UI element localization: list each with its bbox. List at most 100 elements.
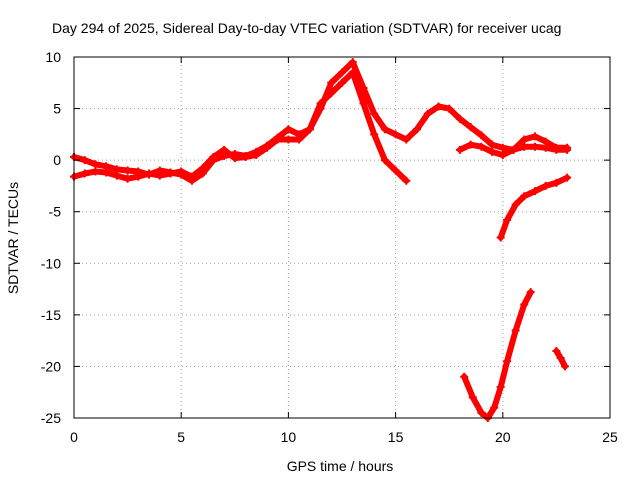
data-point (123, 166, 132, 175)
plot-frame (73, 56, 611, 419)
data-point (102, 168, 111, 177)
data-point (496, 233, 505, 242)
y-tick-label: -10 (41, 255, 61, 271)
x-tick-label: 25 (602, 429, 618, 445)
data-point (305, 125, 314, 134)
chart-title: Day 294 of 2025, Sidereal Day-to-day VTE… (52, 20, 561, 36)
data-point (380, 125, 389, 134)
series-track-f (552, 346, 569, 371)
data-point (295, 135, 304, 144)
data-point (488, 147, 497, 156)
data-point (455, 114, 464, 123)
x-tick-label: 15 (388, 429, 404, 445)
data-point (316, 99, 325, 108)
data-point (380, 156, 389, 165)
data-point (477, 142, 486, 151)
data-point (520, 192, 529, 201)
data-point (391, 130, 400, 139)
grid (74, 57, 610, 418)
series-track-d (496, 173, 572, 242)
data-point (541, 137, 550, 146)
data-point (91, 167, 100, 176)
data-point (511, 200, 520, 209)
data-point (477, 408, 486, 417)
data-point (348, 58, 357, 67)
data-point (552, 346, 561, 355)
y-tick-label: 0 (53, 152, 61, 168)
data-point (509, 145, 518, 154)
data-point (466, 123, 475, 132)
data-point (477, 131, 486, 140)
data-point (466, 140, 475, 149)
data-point (402, 135, 411, 144)
data-point (445, 104, 454, 113)
data-point (552, 178, 561, 187)
data-point (520, 300, 529, 309)
data-point (490, 403, 499, 412)
axis-ticks: 0 5 10 15 20 25 10 5 0 -5 -10 -15 -20 -25 (41, 49, 618, 445)
data-point (488, 140, 497, 149)
data-point (112, 171, 121, 180)
x-axis-label: GPS time / hours (287, 458, 394, 474)
x-tick-label: 0 (70, 429, 78, 445)
x-tick-label: 5 (177, 429, 185, 445)
data-point (455, 145, 464, 154)
y-tick-label: -5 (49, 204, 62, 220)
data-point (530, 132, 539, 141)
series-track-a (70, 58, 572, 185)
data-point (498, 143, 507, 152)
data-point (359, 99, 368, 108)
data-point (541, 181, 550, 190)
data-point (560, 362, 569, 371)
data-point (187, 172, 196, 181)
y-tick-label: 5 (53, 101, 61, 117)
data-point (252, 150, 261, 159)
data-point (338, 68, 346, 77)
data-point (230, 154, 239, 163)
data-point (503, 357, 512, 366)
data-point (526, 288, 535, 297)
series-line (71, 59, 571, 184)
series-track-c (455, 132, 572, 159)
series-line (461, 289, 534, 421)
data-point (123, 174, 132, 183)
y-tick-label: 10 (45, 49, 61, 65)
data-point (284, 125, 293, 134)
series-track-b (70, 68, 411, 185)
data-point (511, 326, 520, 335)
data-point (220, 145, 229, 154)
data-point (556, 354, 565, 363)
data-series (70, 58, 572, 422)
data-point (370, 130, 379, 139)
data-point (530, 187, 539, 196)
data-point (327, 89, 336, 98)
data-point (166, 169, 175, 178)
data-point (209, 153, 218, 162)
data-point (498, 150, 507, 159)
data-point (91, 160, 100, 169)
data-point (80, 156, 89, 165)
data-point (530, 142, 539, 151)
data-point (423, 109, 432, 118)
data-point (496, 383, 505, 392)
y-tick-label: -20 (41, 358, 61, 374)
data-point (460, 372, 469, 381)
data-point (273, 135, 282, 144)
data-point (327, 78, 336, 87)
data-point (503, 215, 512, 224)
data-point (552, 143, 561, 152)
x-tick-label: 20 (495, 429, 511, 445)
series-track-e (460, 288, 535, 422)
y-tick-label: -15 (41, 307, 61, 323)
data-point (520, 142, 529, 151)
data-point (520, 135, 529, 144)
data-point (563, 143, 572, 152)
data-point (413, 125, 422, 134)
data-point (402, 176, 411, 185)
data-point (434, 102, 443, 111)
data-point (241, 153, 250, 162)
data-point (177, 167, 186, 176)
data-point (80, 169, 89, 178)
data-point (198, 164, 207, 173)
